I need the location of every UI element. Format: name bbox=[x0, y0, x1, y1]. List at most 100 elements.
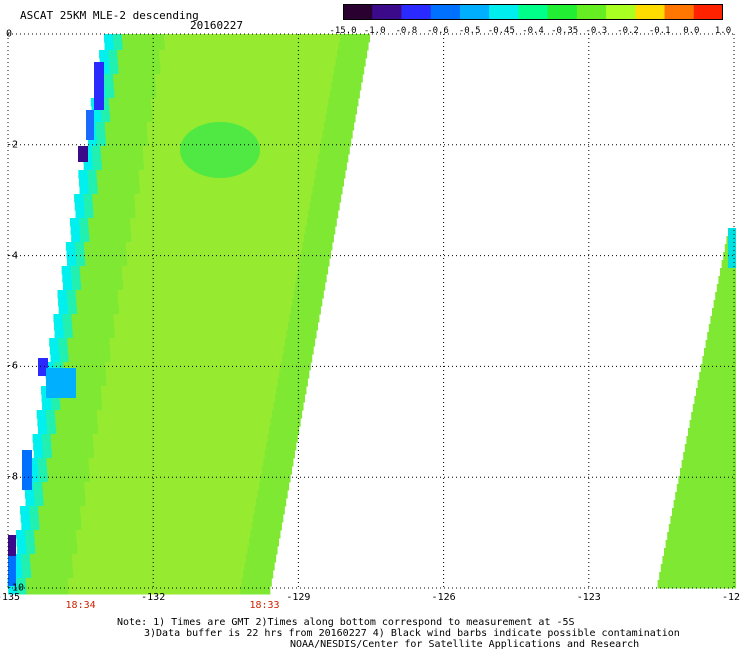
swath-cell bbox=[77, 546, 248, 555]
colorbar-border bbox=[343, 4, 723, 20]
swath-cell bbox=[89, 474, 261, 483]
swath-cell bbox=[697, 380, 736, 389]
swath-cell bbox=[73, 570, 244, 579]
swath-cell bbox=[13, 570, 23, 579]
swath-cell bbox=[678, 476, 736, 485]
colorbar-label: -0.2 bbox=[617, 26, 639, 36]
swath-cell bbox=[715, 292, 736, 301]
swath-cell bbox=[74, 202, 84, 211]
swath-cell bbox=[97, 418, 271, 427]
swath-cell bbox=[71, 234, 81, 243]
colorbar-swatch bbox=[576, 4, 607, 20]
swath-cell bbox=[691, 412, 736, 421]
swath-cell bbox=[694, 396, 736, 405]
swath-cell bbox=[8, 556, 16, 586]
swath-cell bbox=[20, 514, 30, 523]
swath-cell bbox=[11, 554, 21, 563]
swath-cell bbox=[101, 386, 277, 395]
swath-cell bbox=[113, 314, 290, 323]
swath-cell bbox=[152, 114, 326, 123]
swath-cell bbox=[127, 258, 300, 267]
swath-cell bbox=[36, 410, 46, 419]
swath-cell bbox=[710, 316, 736, 325]
swath-cell bbox=[38, 426, 48, 435]
swath-cell bbox=[33, 442, 43, 451]
swath-cell bbox=[664, 548, 736, 557]
swath-cell bbox=[122, 274, 297, 283]
swath-cell bbox=[150, 98, 329, 107]
x-tick-label: -120 bbox=[721, 592, 740, 603]
swath-cell bbox=[670, 516, 736, 525]
swath-cell bbox=[54, 322, 64, 331]
colorbar-swatch bbox=[635, 4, 666, 20]
swath-cell bbox=[67, 258, 77, 267]
swath-cell bbox=[80, 506, 255, 515]
grid bbox=[7, 33, 735, 589]
swath-right bbox=[657, 228, 736, 589]
swath-cell bbox=[164, 42, 339, 51]
swath-cell bbox=[83, 162, 93, 171]
swath-cell bbox=[712, 308, 736, 317]
swath-cell bbox=[114, 322, 289, 331]
swath-cell bbox=[92, 434, 268, 443]
swath-cell bbox=[76, 530, 251, 539]
swath-cell bbox=[53, 314, 72, 323]
swath-cell bbox=[76, 538, 250, 547]
swath-cell bbox=[75, 210, 85, 219]
swath-cell bbox=[683, 452, 736, 461]
x-tick-label: -132 bbox=[141, 592, 166, 603]
swath-cell bbox=[71, 554, 247, 563]
colorbar-swatch bbox=[343, 4, 373, 20]
swath-cell bbox=[699, 372, 736, 381]
colorbar-swatch bbox=[401, 4, 432, 20]
swath-cell bbox=[38, 358, 48, 376]
swath-cell bbox=[117, 290, 294, 299]
swath-cell bbox=[42, 402, 52, 411]
swath-cell bbox=[57, 290, 67, 299]
colorbar-label: 1.0 bbox=[714, 26, 732, 36]
swath-cell bbox=[37, 418, 47, 427]
time-label: 18:34 bbox=[65, 600, 96, 611]
swath-cell bbox=[668, 524, 736, 533]
swath-cell bbox=[29, 474, 39, 483]
swath-cell bbox=[93, 442, 267, 451]
colorbar-label: -0.35 bbox=[551, 26, 579, 36]
swath-cell bbox=[12, 562, 22, 571]
swath-cell bbox=[109, 338, 286, 347]
swath-cell bbox=[659, 572, 736, 581]
swath-cell bbox=[98, 426, 270, 435]
swath-cell bbox=[155, 74, 333, 83]
swath-cell bbox=[125, 242, 303, 251]
swath-cell bbox=[106, 378, 278, 387]
swath-cell bbox=[32, 434, 42, 443]
swath-cell bbox=[86, 110, 94, 140]
colorbar-swatch bbox=[693, 4, 724, 20]
swath-cell bbox=[41, 386, 51, 395]
swath-cell bbox=[78, 170, 88, 179]
colorbar-label: -15.0 bbox=[329, 26, 357, 36]
swath-cell bbox=[49, 346, 59, 355]
swath-cell bbox=[72, 562, 245, 571]
swath-cell bbox=[660, 564, 736, 573]
swath-cell bbox=[688, 428, 736, 437]
swath-cell bbox=[100, 66, 110, 75]
x-tick-label: -126 bbox=[431, 592, 456, 603]
swath-cell bbox=[672, 508, 736, 517]
swath-cell bbox=[53, 314, 63, 323]
note-line-1: Note: 1) Times are GMT 2)Times along bot… bbox=[117, 617, 575, 628]
swath-cell bbox=[22, 450, 32, 490]
swath-cell bbox=[17, 546, 27, 555]
swath-cell bbox=[702, 356, 736, 365]
swath-cell bbox=[134, 202, 310, 211]
swath-cell bbox=[104, 34, 113, 43]
swath-cell bbox=[79, 186, 89, 195]
swath-cell bbox=[718, 276, 736, 285]
swath-cell bbox=[692, 404, 736, 413]
swath-cell bbox=[110, 354, 283, 363]
swath-cell bbox=[716, 284, 736, 293]
swath-cell bbox=[74, 194, 84, 203]
y-tick-label: -8 bbox=[6, 471, 19, 483]
swath-cell bbox=[89, 466, 263, 475]
swath-cell bbox=[123, 282, 296, 291]
